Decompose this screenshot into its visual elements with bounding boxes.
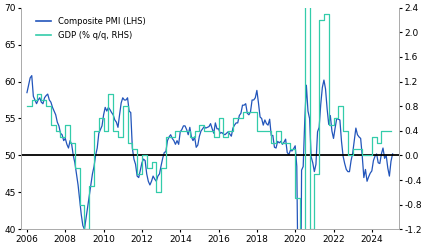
Legend: Composite PMI (LHS), GDP (% q/q, RHS): Composite PMI (LHS), GDP (% q/q, RHS) bbox=[33, 14, 149, 44]
